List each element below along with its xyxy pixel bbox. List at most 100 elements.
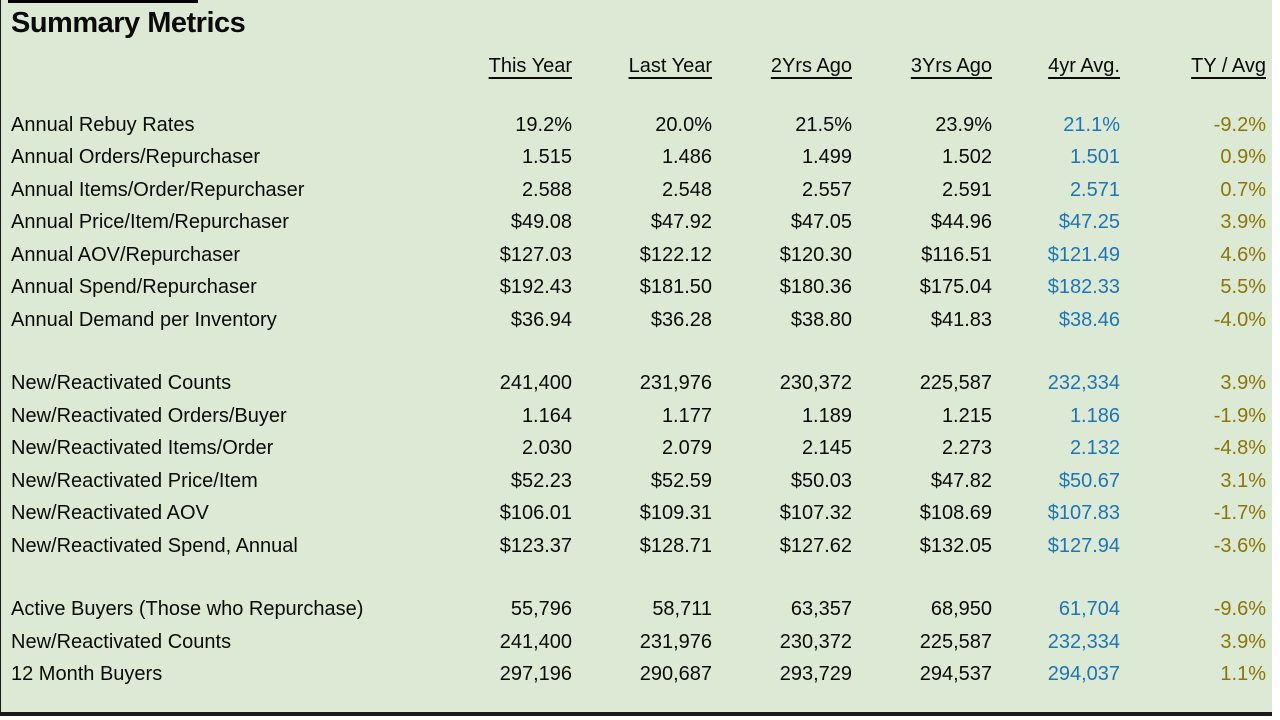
table-row: Annual AOV/Repurchaser $127.03 $122.12 $120… [11, 239, 1266, 272]
value-cell: $180.36 [779, 276, 852, 299]
table-row: New/Reactivated Items/Order 2.030 2.079 2.1… [11, 433, 1266, 466]
row-label: Annual AOV/Repurchaser [11, 243, 241, 266]
value-cell: 294,037 [1047, 663, 1120, 686]
value-cell: 1.502 [941, 146, 992, 169]
value-cell: 58,711 [652, 598, 712, 621]
value-cell: 293,729 [779, 663, 852, 686]
value-cell: 4.6% [1220, 243, 1266, 266]
value-cell: 2.273 [941, 437, 992, 460]
value-cell: -4.8% [1213, 437, 1266, 460]
value-cell: $192.43 [499, 276, 572, 299]
value-cell: 2.591 [941, 178, 992, 201]
value-cell: 3.9% [1220, 372, 1266, 395]
value-cell: 225,587 [919, 630, 992, 653]
value-cell: 2.030 [521, 437, 572, 460]
value-cell: $132.05 [919, 534, 992, 557]
value-cell: 231,976 [639, 630, 712, 653]
value-cell: 232,334 [1047, 372, 1120, 395]
value-cell: 0.9% [1220, 146, 1266, 169]
value-cell: 68,950 [930, 598, 992, 621]
table-row: New/Reactivated Orders/Buyer 1.164 1.177 1.… [11, 400, 1266, 433]
value-cell: 290,687 [639, 663, 712, 686]
row-label: New/Reactivated Counts [11, 630, 232, 653]
value-cell: 1.189 [801, 404, 852, 427]
value-cell: 1.501 [1069, 146, 1120, 169]
value-cell: 1.515 [521, 146, 572, 169]
value-cell: $108.69 [919, 502, 992, 525]
value-cell: 3.1% [1220, 469, 1266, 492]
table-row: New/Reactivated Counts 241,400 231,976 230,… [11, 368, 1266, 401]
value-cell: 294,537 [919, 663, 992, 686]
value-cell: 1.486 [661, 146, 712, 169]
value-cell: 23.9% [935, 113, 992, 136]
value-cell: 21.1% [1063, 113, 1120, 136]
value-cell: 2.132 [1069, 437, 1120, 460]
row-label: New/Reactivated AOV [11, 502, 209, 525]
row-label: Annual Price/Item/Repurchaser [11, 211, 289, 234]
value-cell: 1.215 [941, 404, 992, 427]
value-cell: $121.49 [1047, 243, 1120, 266]
value-cell: $38.80 [790, 308, 852, 331]
value-cell: $36.28 [650, 308, 712, 331]
value-cell: $47.92 [650, 211, 712, 234]
value-cell: 21.5% [795, 113, 852, 136]
value-cell: $52.23 [510, 469, 572, 492]
value-cell: $122.12 [639, 243, 712, 266]
value-cell: $36.94 [510, 308, 572, 331]
value-cell: 1.186 [1069, 404, 1120, 427]
column-header-empty [11, 40, 461, 78]
value-cell: $47.25 [1058, 211, 1120, 234]
value-cell: 2.588 [521, 178, 572, 201]
value-cell: $109.31 [639, 502, 712, 525]
value-cell: 2.079 [661, 437, 712, 460]
value-cell: -9.2% [1213, 113, 1266, 136]
column-header-2yrs-ago: 2Yrs Ago [770, 55, 852, 77]
section-spacer [11, 563, 1266, 594]
value-cell: 2.145 [801, 437, 852, 460]
row-label: Active Buyers (Those who Repurchase) [11, 598, 364, 621]
table-row: Annual Rebuy Rates 19.2% 20.0% 21.5% 23.9% 21… [11, 109, 1266, 142]
table-row: New/Reactivated Spend, Annual $123.37 $128… [11, 530, 1266, 563]
value-cell: 3.9% [1220, 211, 1266, 234]
value-cell: $181.50 [639, 276, 712, 299]
value-cell: 297,196 [499, 663, 572, 686]
table-row: Annual Price/Item/Repurchaser $49.08 $47.9… [11, 207, 1266, 240]
value-cell: $175.04 [919, 276, 992, 299]
table-row: Annual Orders/Repurchaser 1.515 1.486 1.499… [11, 142, 1266, 175]
value-cell: $127.62 [779, 534, 852, 557]
value-cell: 1.1% [1220, 663, 1266, 686]
value-cell: 1.164 [521, 404, 572, 427]
row-label: Annual Spend/Repurchaser [11, 276, 257, 299]
row-label: New/Reactivated Price/Item [11, 469, 258, 492]
value-cell: 241,400 [499, 372, 572, 395]
value-cell: -1.9% [1213, 404, 1266, 427]
value-cell: 20.0% [655, 113, 712, 136]
value-cell: $107.83 [1047, 502, 1120, 525]
value-cell: 1.177 [661, 404, 712, 427]
table-row: New/Reactivated Price/Item $52.23 $52.59 $5… [11, 465, 1266, 498]
value-cell: $50.03 [790, 469, 852, 492]
value-cell: 0.7% [1220, 178, 1266, 201]
page-title: Summary Metrics [11, 7, 246, 39]
column-header-3yrs-ago: 3Yrs Ago [910, 55, 992, 77]
value-cell: $107.32 [779, 502, 852, 525]
column-header-ty-avg: TY / Avg [1191, 55, 1266, 77]
value-cell: 2.571 [1069, 178, 1120, 201]
value-cell: $47.82 [930, 469, 992, 492]
value-cell: 55,796 [510, 598, 572, 621]
row-label: Annual Rebuy Rates [11, 113, 195, 136]
value-cell: 19.2% [515, 113, 572, 136]
value-cell: $44.96 [930, 211, 992, 234]
table-row: 12 Month Buyers 297,196 290,687 293,729 294,… [11, 659, 1266, 692]
value-cell: 61,704 [1058, 598, 1120, 621]
value-cell: $123.37 [499, 534, 572, 557]
section-spacer [11, 337, 1266, 368]
value-cell: $47.05 [790, 211, 852, 234]
row-label: Annual Items/Order/Repurchaser [11, 178, 305, 201]
value-cell: $50.67 [1058, 469, 1120, 492]
value-cell: -1.7% [1213, 502, 1266, 525]
table-row: Annual Spend/Repurchaser $192.43 $181.50 $1… [11, 272, 1266, 305]
column-header-last-year: Last Year [628, 55, 712, 77]
table-row: Annual Demand per Inventory $36.94 $36.28 $… [11, 304, 1266, 337]
